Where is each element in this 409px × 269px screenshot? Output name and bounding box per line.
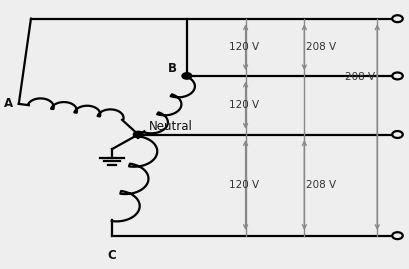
Text: B: B [168, 62, 177, 75]
Text: 120 V: 120 V [229, 42, 258, 52]
Circle shape [133, 131, 143, 138]
Text: 208 V: 208 V [345, 72, 375, 82]
Text: Neutral: Neutral [148, 120, 192, 133]
Text: 120 V: 120 V [229, 180, 258, 190]
Circle shape [392, 72, 403, 79]
Circle shape [182, 73, 192, 79]
Text: C: C [108, 249, 116, 262]
Text: 208 V: 208 V [306, 180, 337, 190]
Text: 120 V: 120 V [229, 100, 258, 110]
Circle shape [392, 15, 403, 22]
Circle shape [392, 232, 403, 239]
Circle shape [392, 131, 403, 138]
Text: A: A [4, 97, 13, 110]
Text: 208 V: 208 V [306, 42, 337, 52]
